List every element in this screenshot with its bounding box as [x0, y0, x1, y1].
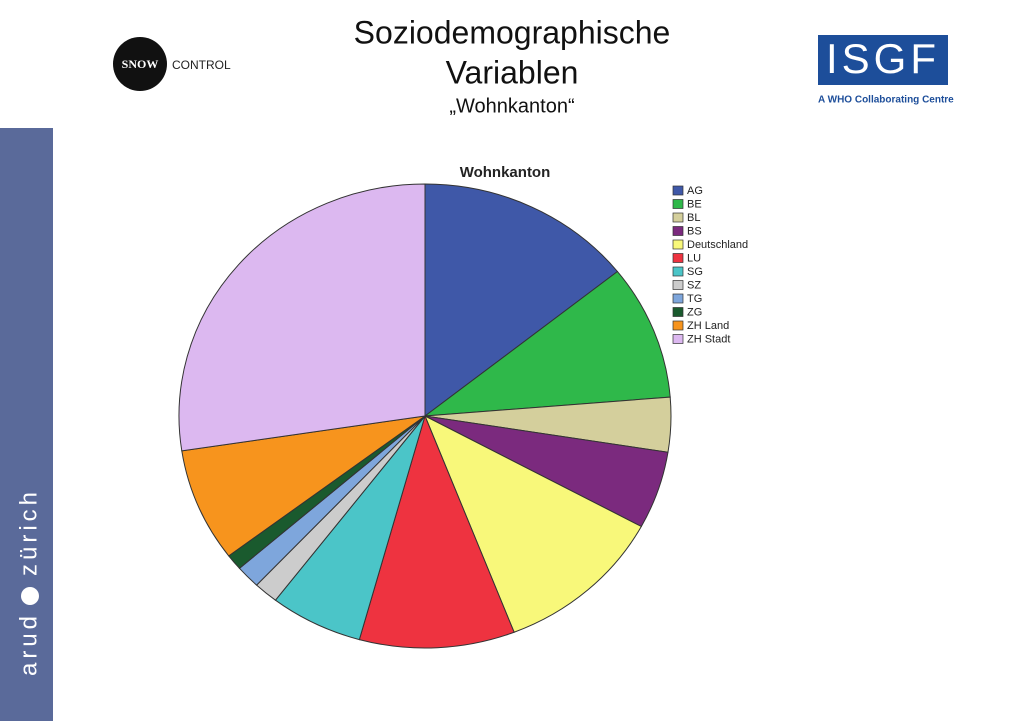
chart-title: Wohnkanton [460, 164, 551, 181]
legend-swatch [672, 199, 684, 209]
legend-swatch [672, 334, 684, 344]
legend-label: SZ [687, 279, 701, 291]
legend-swatch [672, 293, 684, 304]
pie-slice [424, 414, 643, 633]
snow-logo [113, 37, 167, 91]
slide-title: Soziodemographische [354, 14, 671, 50]
isgf-tagline: A WHO Collaborating Centre [818, 95, 954, 106]
legend-label: Deutschland [687, 239, 748, 251]
legend-swatch [672, 185, 684, 196]
slide-subtitle: „Wohnkanton“ [449, 95, 574, 117]
legend-swatch [672, 307, 684, 317]
legend-label: BL [687, 212, 700, 224]
legend-label: TG [687, 293, 702, 305]
sidebar-brand: arud zürich [15, 488, 42, 676]
legend-label: ZH Land [687, 320, 729, 332]
legend-label: SG [687, 266, 703, 278]
legend-swatch [672, 226, 684, 236]
legend-label: BE [687, 198, 702, 210]
pie-slice [178, 183, 426, 452]
legend-label: AG [687, 185, 703, 197]
legend-label: BS [687, 225, 702, 237]
sidebar-text: arud [15, 612, 42, 676]
isgf-text: ISGF [826, 35, 940, 82]
isgf-logo [818, 35, 948, 85]
sidebar-text: zürich [15, 488, 42, 576]
sidebar [0, 128, 53, 721]
pie-slice [424, 183, 619, 418]
legend-swatch [672, 266, 684, 277]
legend-label: LU [687, 252, 701, 264]
pie-slice [181, 415, 426, 557]
snow-text: SNOW [122, 57, 159, 71]
slide-title: Variablen [446, 54, 579, 90]
legend-swatch [672, 320, 684, 331]
legend-swatch [672, 212, 684, 223]
pie-slice [358, 414, 515, 649]
legend-label: ZH Stadt [687, 333, 730, 345]
sidebar-icon [21, 587, 39, 605]
legend-label: ZG [687, 306, 702, 318]
control-text: CONTROL [172, 58, 231, 72]
legend-swatch [672, 239, 684, 250]
pie-slice [423, 270, 671, 417]
legend-swatch [672, 253, 684, 263]
legend-swatch [672, 280, 684, 290]
